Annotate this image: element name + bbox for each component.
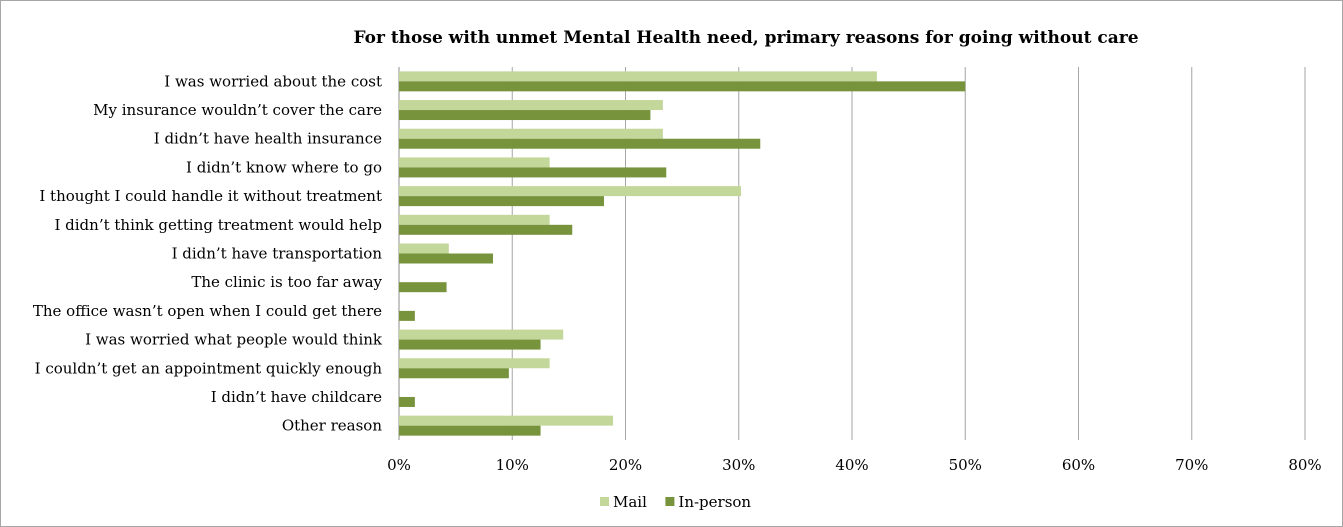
bar-mail	[399, 329, 564, 340]
bar-in-person	[399, 81, 966, 92]
x-tick-label: 40%	[835, 456, 868, 474]
x-tick-label: 60%	[1062, 456, 1095, 474]
gridlines	[398, 67, 1306, 440]
category-label: I didn’t have transportation	[172, 245, 383, 263]
bar-in-person	[399, 138, 761, 149]
bar-mail	[399, 415, 614, 426]
bar-mail	[399, 214, 550, 225]
bar-in-person	[399, 253, 493, 264]
chart-title: For those with unmet Mental Health need,…	[353, 28, 1138, 48]
bar-mail	[399, 128, 663, 139]
bar-in-person	[399, 310, 415, 321]
category-label: My insurance wouldn’t cover the care	[93, 101, 382, 119]
x-tick-label: 80%	[1288, 456, 1321, 474]
x-tick-label: 70%	[1175, 456, 1208, 474]
bar-mail	[399, 157, 550, 168]
x-tick-label: 20%	[609, 456, 642, 474]
bar-mail	[399, 71, 877, 82]
legend-swatch	[665, 497, 675, 506]
category-label: I didn’t know where to go	[186, 158, 382, 176]
category-label: I didn’t have childcare	[211, 388, 382, 406]
bar-in-person	[399, 282, 447, 293]
category-label: The clinic is too far away	[191, 273, 382, 291]
bar-mail	[399, 100, 663, 111]
category-labels: I was worried about the cost My insurance…	[33, 72, 383, 434]
category-label: I was worried what people would think	[85, 331, 383, 349]
bars	[399, 71, 966, 436]
bar-in-person	[399, 196, 604, 207]
bar-in-person	[399, 396, 415, 407]
category-label: I thought I could handle it without trea…	[39, 187, 382, 205]
x-tick-label: 10%	[496, 456, 529, 474]
legend: Mail In-person	[600, 493, 751, 511]
category-label: I was worried about the cost	[164, 72, 382, 90]
bar-mail	[399, 243, 449, 254]
category-label: I didn’t have health insurance	[154, 130, 382, 148]
bar-mail	[399, 186, 742, 197]
legend-label: Mail	[613, 493, 647, 511]
x-tick-labels: 0% 10% 20% 30% 40% 50% 60% 70% 80%	[387, 456, 1322, 474]
x-tick-label: 30%	[722, 456, 755, 474]
legend-label: In-person	[678, 493, 751, 511]
bar-in-person	[399, 339, 541, 350]
bar-in-person	[399, 425, 541, 436]
bar-in-person	[399, 167, 667, 178]
category-label: I didn’t think getting treatment would h…	[54, 216, 382, 234]
x-tick-label: 50%	[949, 456, 982, 474]
category-label: The office wasn’t open when I could get …	[33, 302, 382, 320]
legend-swatch	[600, 497, 609, 506]
bar-in-person	[399, 224, 573, 235]
category-label: I couldn’t get an appointment quickly en…	[35, 359, 383, 377]
x-tick-label: 0%	[387, 456, 411, 474]
bar-in-person	[399, 368, 509, 379]
category-label: Other reason	[282, 417, 383, 435]
bar-mail	[399, 358, 550, 369]
bar-in-person	[399, 110, 651, 121]
